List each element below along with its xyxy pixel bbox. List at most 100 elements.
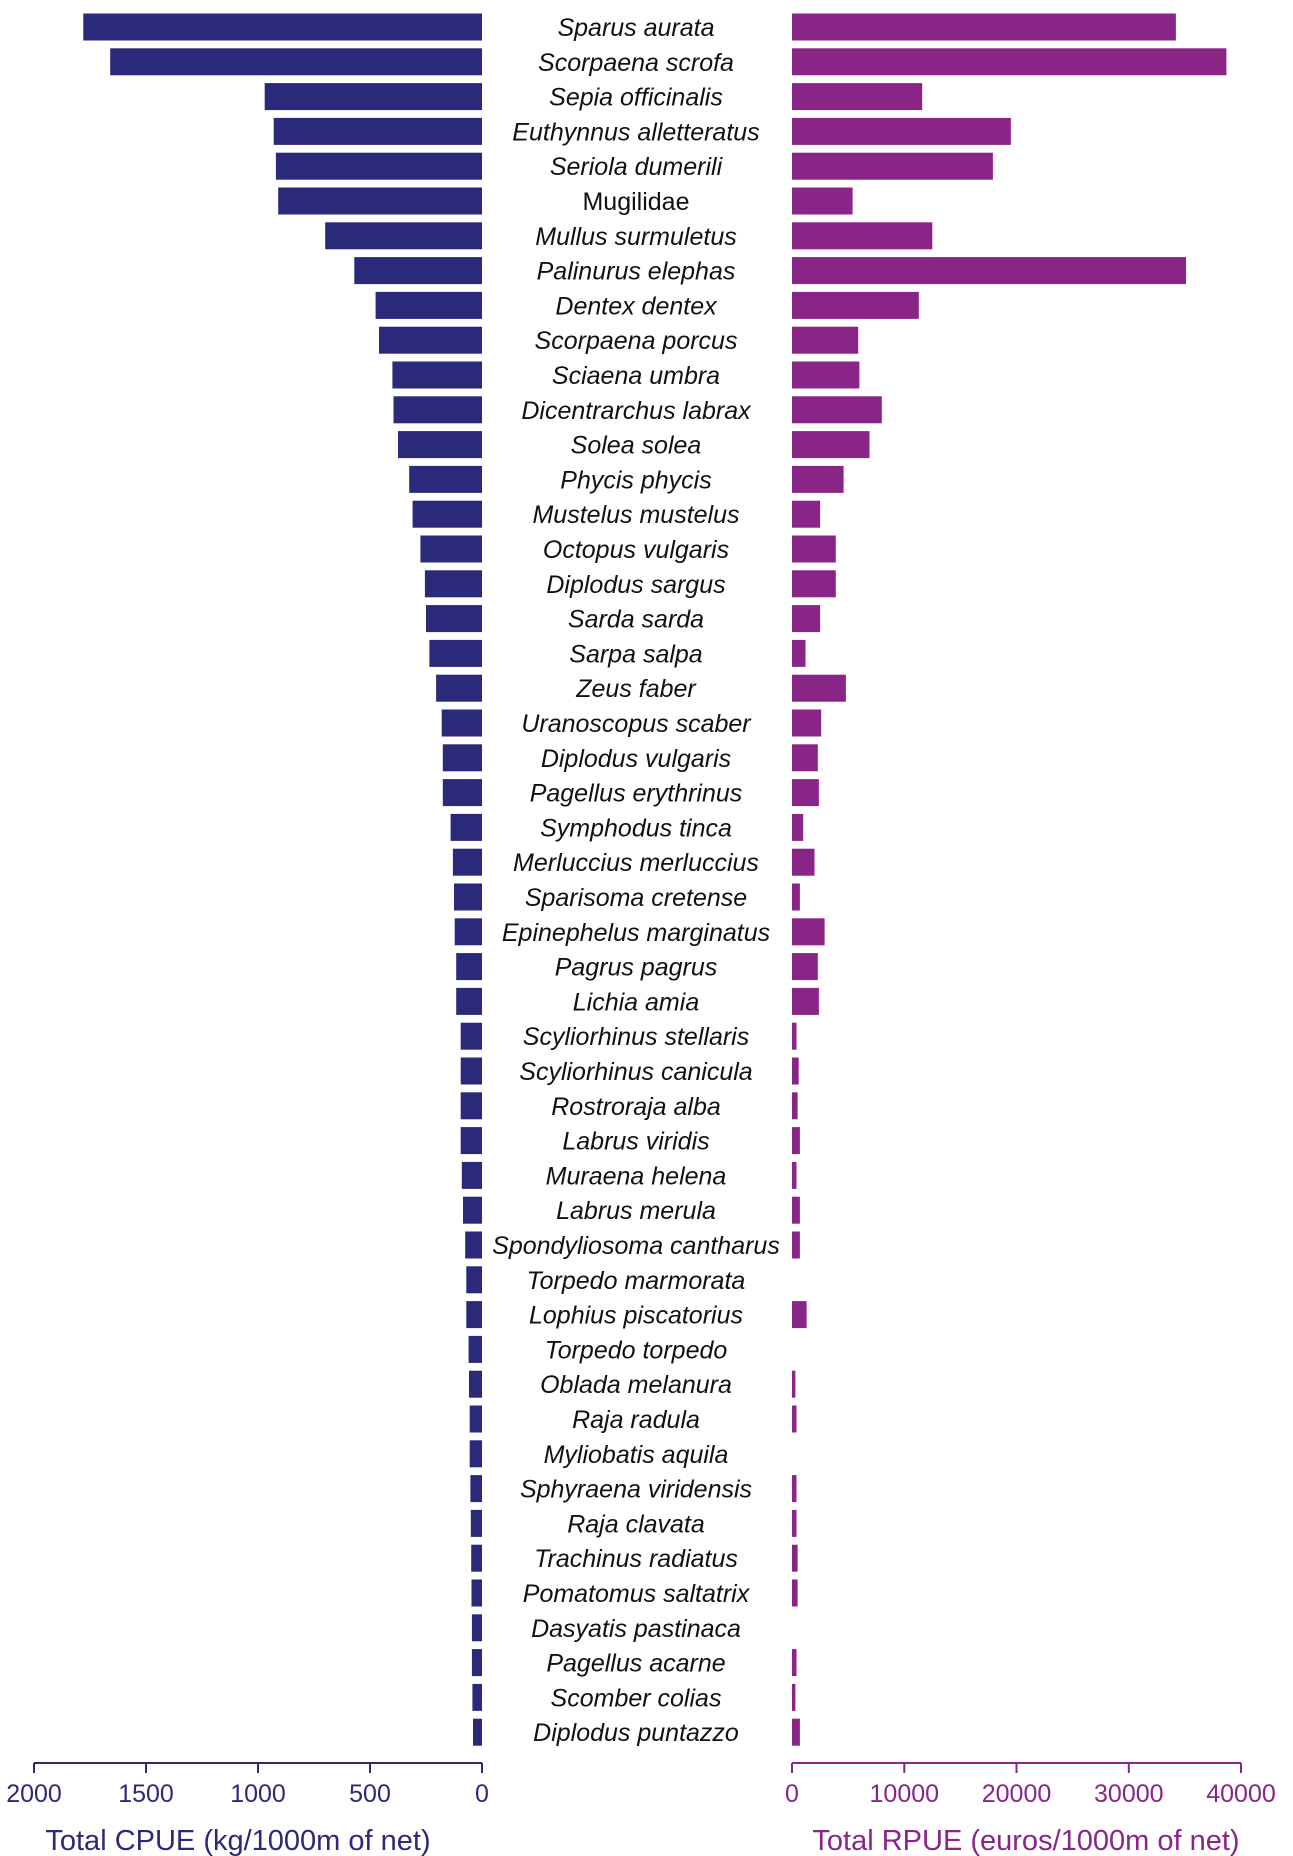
cpue-bar [424,570,482,598]
rpue-bar [792,1196,800,1224]
rpue-bar [792,953,818,981]
cpue-bar [466,1266,482,1294]
cpue-axis: 2000 1500 1000 500 0 [6,1762,489,1808]
tick-label: 1000 [230,1780,286,1808]
rpue-bar [792,744,818,772]
cpue-bar [472,1683,482,1711]
cpue-bar [456,953,482,981]
cpue-bar [441,709,482,737]
rpue-bar [792,779,819,807]
species-label: Muraena helena [546,1162,727,1190]
rpue-bar [792,187,853,215]
rpue-bar [792,1405,797,1433]
cpue-bar [463,1196,482,1224]
rpue-bar [792,1718,800,1746]
cpue-bar [452,848,482,876]
cpue-bar [471,1614,482,1642]
species-label: Palinurus elephas [537,258,736,286]
species-label: Labrus merula [556,1197,716,1225]
rpue-bar [792,570,836,598]
species-label: Spondyliosoma cantharus [492,1232,780,1260]
rpue-bar [792,1127,800,1155]
rpue-bar [792,987,819,1015]
tick-label: 20000 [982,1780,1052,1808]
species-label: Merluccius merluccius [513,849,759,877]
species-label: Scomber colias [551,1684,722,1712]
species-label: Pagrus pagrus [555,954,718,982]
species-label: Rostroraja alba [551,1093,721,1121]
species-label: Raja clavata [567,1510,705,1538]
rpue-bar [792,918,825,946]
cpue-bar [420,535,482,563]
species-label: Diplodus vulgaris [541,745,731,773]
cpue-bar [468,1335,482,1363]
cpue-bar [460,1057,482,1085]
rpue-bar [792,1092,798,1120]
species-label: Pagellus acarne [546,1650,725,1678]
cpue-bar [471,1649,482,1677]
species-label: Pomatomus saltatrix [523,1580,751,1608]
rpue-bar [792,1544,798,1572]
rpue-bar [792,639,806,667]
rpue-bar [792,361,860,389]
species-label: Labrus viridis [562,1128,709,1156]
species-label: Dasyatis pastinaca [531,1615,741,1643]
cpue-bar [456,987,482,1015]
species-label: Seriola dumerili [550,153,724,181]
species-label: Raja radula [572,1406,700,1434]
cpue-bar [466,1301,482,1329]
species-label: Euthynnus alletteratus [512,118,759,146]
rpue-bar [792,13,1176,41]
cpue-bar [471,1579,482,1607]
cpue-bar [83,13,483,41]
rpue-bar [792,257,1186,285]
species-label: Diplodus sargus [546,571,725,599]
cpue-bar [469,1370,482,1398]
cpue-bar [354,257,482,285]
species-label: Scyliorhinus canicula [519,1058,753,1086]
rpue-bar [792,883,800,911]
species-label: Myliobatis aquila [544,1441,729,1469]
cpue-bar [470,1509,482,1537]
cpue-bar [469,1440,482,1468]
rpue-bar [792,1022,797,1050]
rpue-bar [792,1509,797,1537]
rpue-bar [792,1057,799,1085]
species-label: Mustelus mustelus [532,501,739,529]
tick-label: 0 [475,1780,489,1808]
rpue-bar [792,152,993,180]
cpue-bar [273,117,482,145]
species-label: Lophius piscatorius [529,1302,743,1330]
cpue-bar [460,1127,482,1155]
species-label: Sparisoma cretense [525,884,747,912]
cpue-bar [375,291,482,319]
species-label: Dicentrarchus labrax [521,397,752,425]
species-label: Sparus aurata [557,14,714,42]
cpue-bar [426,605,482,633]
rpue-bar [792,605,821,633]
cpue-bar [454,918,482,946]
cpue-bar [460,1022,482,1050]
species-label: Diplodus puntazzo [533,1719,739,1747]
rpue-bar [792,326,859,354]
rpue-bar [792,709,822,737]
species-label: Lichia amia [573,988,700,1016]
cpue-bar [465,1231,482,1259]
rpue-bar [792,1231,800,1259]
rpue-bar [792,48,1227,76]
species-label: Torpedo torpedo [545,1336,728,1364]
rpue-bar [792,117,1011,145]
cpue-bar [278,187,482,215]
species-label: Mullus surmuletus [535,223,736,251]
rpue-bar [792,1649,797,1677]
rpue-bar [792,1161,797,1189]
rpue-bar [792,431,870,459]
species-label: Mugilidae [582,188,689,216]
cpue-bar [275,152,482,180]
rpue-bar [792,1683,796,1711]
tick-label: 10000 [870,1780,940,1808]
tick-label: 500 [349,1780,391,1808]
rpue-bar [792,500,821,528]
rpue-bars [792,13,1227,1746]
